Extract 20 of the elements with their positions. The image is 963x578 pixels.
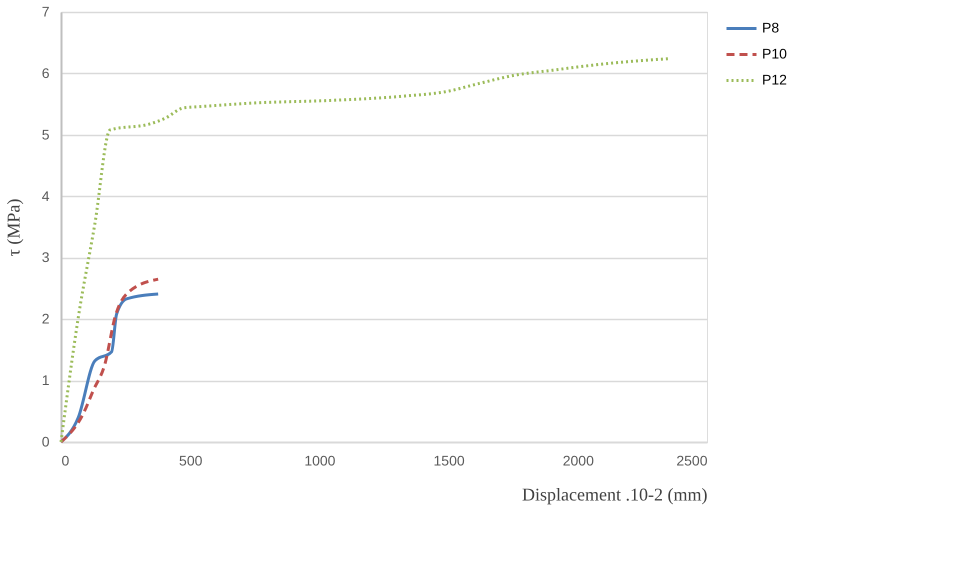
x-tick-label: 2500 xyxy=(676,452,708,468)
y-tick-label: 7 xyxy=(42,4,50,20)
line-series xyxy=(60,57,670,444)
x-tick-label: 1000 xyxy=(304,452,336,468)
legend-label: P12 xyxy=(762,72,788,88)
y-tick-label: 4 xyxy=(42,188,50,204)
x-tick-label: 500 xyxy=(179,452,203,468)
y-tick-label: 3 xyxy=(42,249,50,266)
y-tick-label: 2 xyxy=(42,310,50,327)
legend-label: P10 xyxy=(762,46,788,62)
y-tick-label: 0 xyxy=(42,434,50,450)
x-axis-title: Displacement .10-2 (mm) xyxy=(522,484,708,504)
x-tick-label: 0 xyxy=(62,452,70,468)
x-tick-label: 2000 xyxy=(562,452,594,468)
legend-label: P8 xyxy=(762,20,780,36)
x-tick-label: 1500 xyxy=(434,452,465,468)
y-tick-label: 1 xyxy=(42,372,50,388)
y-tick-label: 6 xyxy=(42,64,50,81)
y-axis-title: τ (MPa) xyxy=(4,198,24,256)
y-tick-label: 5 xyxy=(42,126,50,142)
